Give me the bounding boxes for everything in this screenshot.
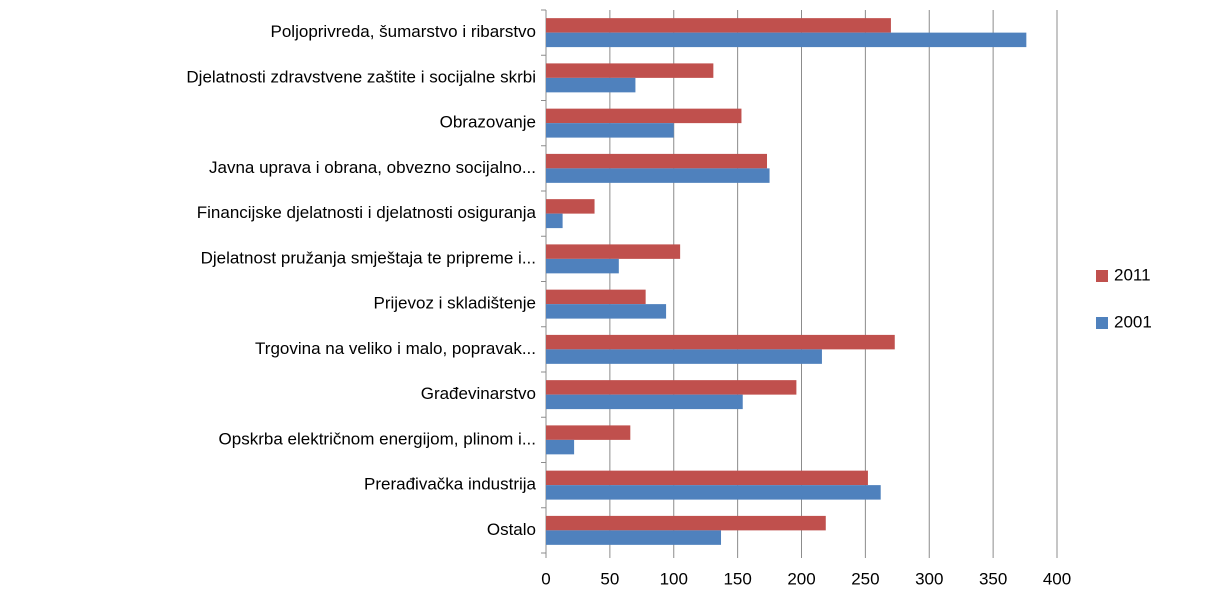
bar bbox=[546, 485, 881, 500]
bar bbox=[546, 77, 636, 93]
bar bbox=[546, 108, 742, 124]
y-tick-label: Obrazovanje bbox=[440, 113, 536, 132]
x-tick-label: 300 bbox=[915, 569, 943, 588]
x-tick-label: 0 bbox=[541, 569, 550, 588]
bar bbox=[546, 439, 575, 455]
legend-swatch bbox=[1096, 270, 1108, 282]
bar bbox=[546, 515, 826, 531]
x-tick-label: 100 bbox=[660, 569, 688, 588]
bar bbox=[546, 334, 895, 350]
legend-swatch bbox=[1096, 317, 1108, 329]
bar bbox=[546, 244, 681, 259]
legend-label: 2011 bbox=[1114, 265, 1151, 284]
y-tick-label: Opskrba električnom energijom, plinom i.… bbox=[219, 429, 536, 448]
y-tick-label: Ostalo bbox=[487, 520, 536, 539]
bar bbox=[546, 63, 714, 78]
bar bbox=[546, 153, 768, 169]
x-tick-label: 50 bbox=[600, 569, 619, 588]
y-tick-label: Poljoprivreda, šumarstvo i ribarstvo bbox=[271, 22, 536, 41]
y-tick-label: Financijske djelatnosti i djelatnosti os… bbox=[197, 203, 537, 222]
bar bbox=[546, 32, 1027, 48]
bar bbox=[546, 304, 667, 319]
y-tick-label: Prijevoz i skladištenje bbox=[373, 294, 536, 313]
bar bbox=[546, 289, 646, 305]
y-tick-label: Trgovina na veliko i malo, popravak... bbox=[255, 339, 536, 358]
y-tick-label: Javna uprava i obrana, obvezno socijalno… bbox=[209, 158, 536, 177]
x-tick-label: 200 bbox=[787, 569, 815, 588]
y-tick-label: Djelatnosti zdravstvene zaštite i socija… bbox=[186, 67, 536, 86]
bar bbox=[546, 213, 563, 229]
bar bbox=[546, 123, 674, 138]
bar bbox=[546, 394, 743, 410]
x-tick-label: 150 bbox=[723, 569, 751, 588]
bar bbox=[546, 380, 797, 395]
y-tick-label: Djelatnost pružanja smještaja te priprem… bbox=[201, 248, 536, 267]
bar bbox=[546, 199, 595, 214]
bar bbox=[546, 530, 722, 545]
legend-label: 2001 bbox=[1114, 312, 1152, 331]
bar bbox=[546, 258, 619, 274]
bar bbox=[546, 168, 770, 183]
bar bbox=[546, 349, 822, 364]
y-tick-label: Prerađivačka industrija bbox=[364, 475, 537, 494]
y-tick-label: Građevinarstvo bbox=[421, 384, 536, 403]
bar bbox=[546, 18, 891, 33]
x-tick-label: 400 bbox=[1043, 569, 1071, 588]
bar bbox=[546, 425, 631, 440]
x-tick-label: 250 bbox=[851, 569, 879, 588]
bar bbox=[546, 470, 868, 486]
x-tick-label: 350 bbox=[979, 569, 1007, 588]
